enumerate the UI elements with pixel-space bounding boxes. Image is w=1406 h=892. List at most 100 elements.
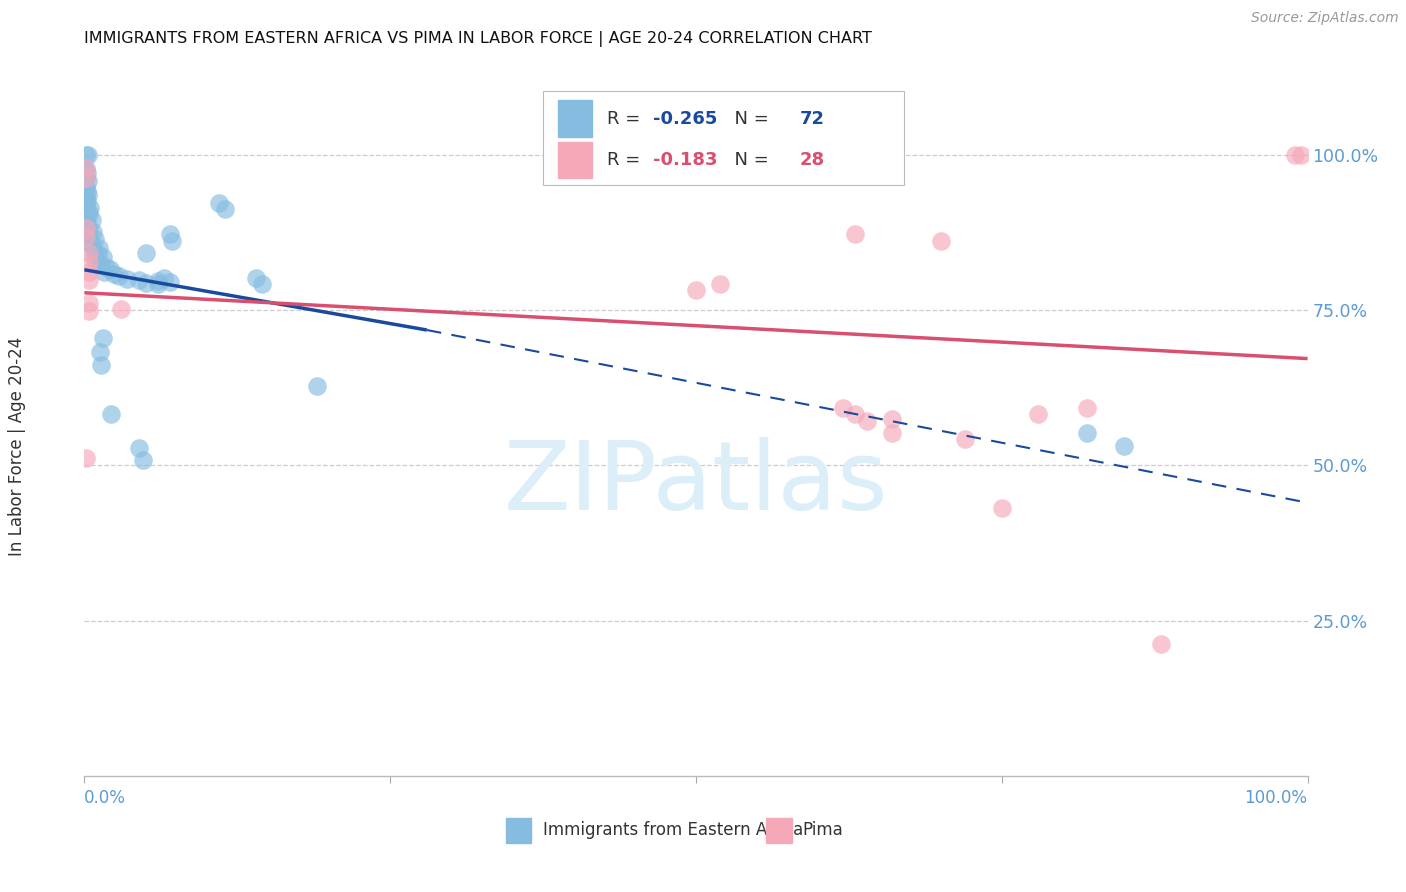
- Point: [245, 270, 267, 285]
- Point: [128, 441, 150, 455]
- Point: [90, 358, 112, 372]
- Point: [91, 331, 114, 345]
- Point: [135, 277, 157, 291]
- Point: [75, 450, 97, 465]
- Point: [929, 234, 952, 248]
- Point: [91, 250, 114, 264]
- Point: [856, 414, 879, 428]
- Point: [115, 272, 138, 286]
- Bar: [558, 142, 592, 178]
- Point: [1076, 426, 1098, 441]
- Text: 0.0%: 0.0%: [84, 789, 127, 807]
- Point: [96, 260, 118, 274]
- Point: [76, 194, 98, 209]
- Point: [1114, 438, 1136, 452]
- Point: [75, 163, 97, 178]
- Point: [990, 500, 1012, 515]
- Point: [84, 253, 107, 268]
- Text: R =: R =: [606, 110, 645, 128]
- FancyBboxPatch shape: [543, 91, 904, 185]
- Point: [685, 283, 707, 297]
- Point: [82, 226, 104, 240]
- Text: Immigrants from Eastern Africa: Immigrants from Eastern Africa: [543, 822, 803, 839]
- Point: [1150, 637, 1173, 651]
- Text: In Labor Force | Age 20-24: In Labor Force | Age 20-24: [8, 336, 25, 556]
- Point: [880, 412, 903, 426]
- Point: [75, 148, 97, 162]
- Point: [135, 246, 157, 260]
- Text: N =: N =: [723, 110, 775, 128]
- Text: IMMIGRANTS FROM EASTERN AFRICA VS PIMA IN LABOR FORCE | AGE 20-24 CORRELATION CH: IMMIGRANTS FROM EASTERN AFRICA VS PIMA I…: [84, 31, 872, 47]
- Point: [77, 246, 100, 260]
- Text: -0.265: -0.265: [654, 110, 717, 128]
- Text: Source: ZipAtlas.com: Source: ZipAtlas.com: [1251, 11, 1399, 25]
- Point: [87, 247, 110, 261]
- Point: [89, 256, 111, 270]
- Point: [75, 211, 97, 226]
- Point: [153, 270, 176, 285]
- Point: [831, 401, 853, 416]
- Point: [100, 408, 122, 422]
- Point: [76, 216, 98, 230]
- Point: [79, 201, 101, 215]
- Point: [93, 264, 115, 278]
- Bar: [558, 101, 592, 136]
- Point: [83, 244, 105, 259]
- Point: [880, 426, 903, 441]
- Point: [76, 184, 98, 198]
- Text: 100.0%: 100.0%: [1244, 789, 1308, 807]
- Point: [77, 304, 100, 318]
- Point: [128, 273, 150, 287]
- Point: [84, 232, 107, 246]
- Point: [75, 161, 97, 176]
- Text: Pima: Pima: [803, 822, 844, 839]
- Point: [1028, 408, 1050, 422]
- Point: [162, 234, 184, 248]
- Point: [844, 227, 866, 242]
- Point: [76, 166, 98, 180]
- Point: [77, 264, 100, 278]
- Point: [77, 273, 100, 287]
- Point: [844, 408, 866, 422]
- Point: [1284, 148, 1306, 162]
- Point: [80, 238, 103, 252]
- Point: [75, 197, 97, 211]
- Point: [208, 196, 231, 211]
- Point: [75, 171, 97, 186]
- Point: [110, 301, 132, 316]
- Point: [77, 222, 100, 236]
- Point: [107, 268, 129, 283]
- Point: [77, 228, 100, 243]
- Point: [89, 344, 111, 359]
- Point: [80, 213, 103, 227]
- Point: [75, 219, 97, 234]
- Text: -0.183: -0.183: [654, 152, 717, 169]
- Point: [953, 433, 976, 447]
- Point: [75, 221, 97, 235]
- Point: [146, 277, 169, 291]
- Point: [76, 235, 98, 249]
- Point: [77, 254, 100, 268]
- Point: [98, 262, 121, 277]
- Point: [159, 275, 181, 289]
- Text: N =: N =: [723, 152, 775, 169]
- Point: [305, 379, 328, 393]
- Point: [77, 187, 100, 202]
- Point: [1291, 148, 1313, 162]
- Point: [132, 453, 155, 467]
- Point: [250, 277, 273, 291]
- Point: [75, 180, 97, 194]
- Point: [87, 241, 110, 255]
- Text: 28: 28: [800, 152, 825, 169]
- Point: [77, 203, 100, 218]
- Point: [77, 174, 100, 188]
- Point: [77, 295, 100, 310]
- Point: [709, 277, 731, 291]
- Point: [77, 148, 100, 162]
- Point: [146, 274, 169, 288]
- Point: [77, 207, 100, 221]
- Point: [1076, 401, 1098, 416]
- Point: [75, 171, 97, 186]
- Point: [214, 202, 236, 217]
- Text: 72: 72: [800, 110, 825, 128]
